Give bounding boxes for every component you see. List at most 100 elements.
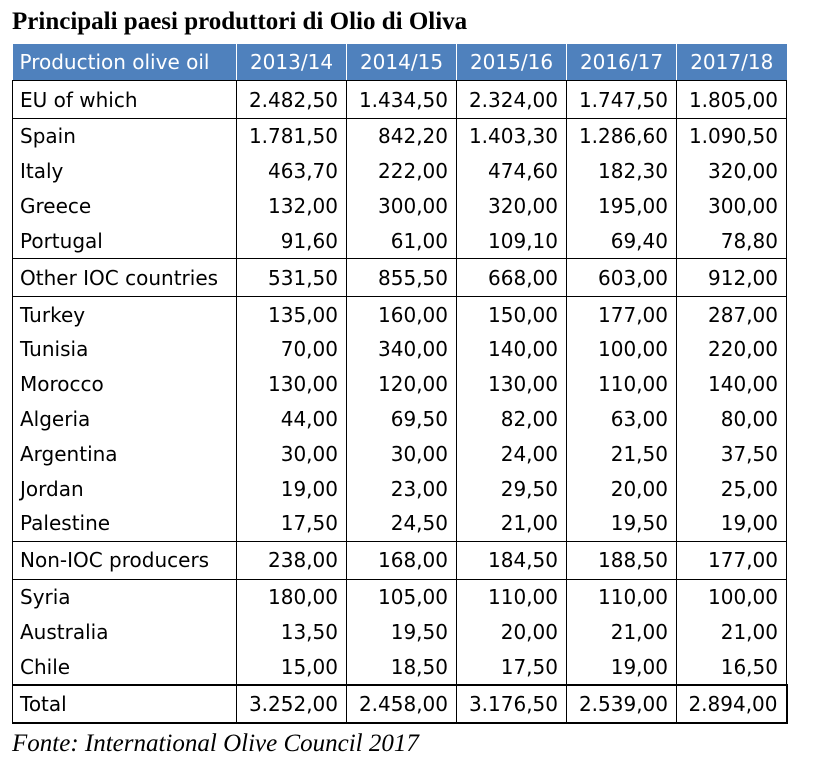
- value-cell: 2.482,50: [236, 80, 347, 119]
- value-cell: 17,50: [456, 649, 567, 686]
- row-label: Morocco: [12, 366, 237, 402]
- value-cell: 1.747,50: [566, 80, 677, 119]
- value-cell: 188,50: [566, 540, 677, 580]
- table-row: Chile 15,00 18,50 17,50 19,00 16,50: [12, 649, 787, 686]
- value-cell: 24,50: [346, 505, 457, 542]
- value-cell: 18,50: [346, 649, 457, 686]
- value-cell: 668,00: [456, 258, 567, 298]
- column-header: 2016/17: [566, 44, 677, 81]
- value-cell: 25,00: [676, 471, 787, 506]
- table-row: Algeria 44,00 69,50 82,00 63,00 80,00: [12, 401, 787, 437]
- value-cell: 182,30: [566, 153, 677, 189]
- table-row: Turkey 135,00 160,00 150,00 177,00 287,00: [12, 296, 787, 332]
- value-cell: 91,60: [236, 223, 347, 259]
- value-cell: 1.805,00: [676, 80, 787, 119]
- table-row: Australia 13,50 19,50 20,00 21,00 21,00: [12, 614, 787, 650]
- value-cell: 177,00: [676, 540, 787, 580]
- value-cell: 1.781,50: [236, 118, 347, 154]
- value-cell: 855,50: [346, 258, 457, 298]
- table-row: Italy 463,70 222,00 474,60 182,30 320,00: [12, 153, 787, 189]
- value-cell: 110,00: [566, 579, 677, 615]
- value-cell: 1.090,50: [676, 118, 787, 154]
- row-label: Argentina: [12, 436, 237, 472]
- value-cell: 61,00: [346, 223, 457, 259]
- value-cell: 15,00: [236, 649, 347, 686]
- table-header-row: Production olive oil 2013/14 2014/15 201…: [12, 44, 787, 81]
- value-cell: 20,00: [566, 471, 677, 506]
- column-header: 2017/18: [676, 44, 787, 81]
- row-label: Greece: [12, 188, 237, 224]
- value-cell: 19,00: [566, 649, 677, 686]
- value-cell: 19,50: [346, 614, 457, 650]
- value-cell: 30,00: [346, 436, 457, 472]
- value-cell: 140,00: [676, 366, 787, 402]
- value-cell: 220,00: [676, 331, 787, 367]
- value-cell: 100,00: [676, 579, 787, 615]
- value-cell: 300,00: [346, 188, 457, 224]
- table-row: Argentina 30,00 30,00 24,00 21,50 37,50: [12, 436, 787, 472]
- value-cell: 20,00: [456, 614, 567, 650]
- value-cell: 63,00: [566, 401, 677, 437]
- value-cell: 2.324,00: [456, 80, 567, 119]
- column-header: Production olive oil: [12, 44, 237, 81]
- value-cell: 3.176,50: [456, 684, 567, 725]
- value-cell: 340,00: [346, 331, 457, 367]
- value-cell: 17,50: [236, 505, 347, 542]
- value-cell: 195,00: [566, 188, 677, 224]
- value-cell: 21,50: [566, 436, 677, 472]
- table-row: Morocco 130,00 120,00 130,00 110,00 140,00: [12, 366, 787, 402]
- value-cell: 21,00: [566, 614, 677, 650]
- value-cell: 19,00: [236, 471, 347, 506]
- value-cell: 180,00: [236, 579, 347, 615]
- value-cell: 1.286,60: [566, 118, 677, 154]
- value-cell: 168,00: [346, 540, 457, 580]
- value-cell: 44,00: [236, 401, 347, 437]
- row-label: Syria: [12, 579, 237, 615]
- table-row: Tunisia 70,00 340,00 140,00 100,00 220,00: [12, 331, 787, 367]
- value-cell: 21,00: [676, 614, 787, 650]
- value-cell: 150,00: [456, 296, 567, 332]
- value-cell: 320,00: [456, 188, 567, 224]
- value-cell: 130,00: [456, 366, 567, 402]
- row-label: Turkey: [12, 296, 237, 332]
- value-cell: 105,00: [346, 579, 457, 615]
- page-title: Principali paesi produttori di Olio di O…: [12, 8, 468, 35]
- column-header: 2014/15: [346, 44, 457, 81]
- row-label: Spain: [12, 118, 237, 154]
- table-row: Total 3.252,00 2.458,00 3.176,50 2.539,00 2.8…: [12, 684, 788, 725]
- value-cell: 19,00: [676, 505, 787, 542]
- value-cell: 29,50: [456, 471, 567, 506]
- row-label: Australia: [12, 614, 237, 650]
- value-cell: 19,50: [566, 505, 677, 542]
- value-cell: 1.434,50: [346, 80, 457, 119]
- value-cell: 80,00: [676, 401, 787, 437]
- value-cell: 69,50: [346, 401, 457, 437]
- value-cell: 21,00: [456, 505, 567, 542]
- table-row: Palestine 17,50 24,50 21,00 19,50 19,00: [12, 505, 787, 542]
- table-row: Greece 132,00 300,00 320,00 195,00 300,00: [12, 188, 787, 224]
- value-cell: 2.539,00: [566, 684, 677, 725]
- table-row: Jordan 19,00 23,00 29,50 20,00 25,00: [12, 471, 787, 506]
- row-label: Portugal: [12, 223, 237, 259]
- value-cell: 82,00: [456, 401, 567, 437]
- value-cell: 24,00: [456, 436, 567, 472]
- value-cell: 474,60: [456, 153, 567, 189]
- row-label: Other IOC countries: [12, 258, 237, 298]
- row-label: Palestine: [12, 505, 237, 542]
- table-row: Other IOC countries 531,50 855,50 668,00 603…: [12, 258, 787, 298]
- value-cell: 842,20: [346, 118, 457, 154]
- value-cell: 531,50: [236, 258, 347, 298]
- value-cell: 37,50: [676, 436, 787, 472]
- table-row: Portugal 91,60 61,00 109,10 69,40 78,80: [12, 223, 787, 259]
- value-cell: 130,00: [236, 366, 347, 402]
- production-table: Production olive oil 2013/14 2014/15 201…: [12, 44, 788, 725]
- table-row: Non-IOC producers 238,00 168,00 184,50 188,5…: [12, 540, 787, 580]
- value-cell: 109,10: [456, 223, 567, 259]
- value-cell: 132,00: [236, 188, 347, 224]
- value-cell: 30,00: [236, 436, 347, 472]
- value-cell: 463,70: [236, 153, 347, 189]
- column-header: 2013/14: [236, 44, 347, 81]
- value-cell: 69,40: [566, 223, 677, 259]
- value-cell: 177,00: [566, 296, 677, 332]
- value-cell: 2.458,00: [346, 684, 457, 725]
